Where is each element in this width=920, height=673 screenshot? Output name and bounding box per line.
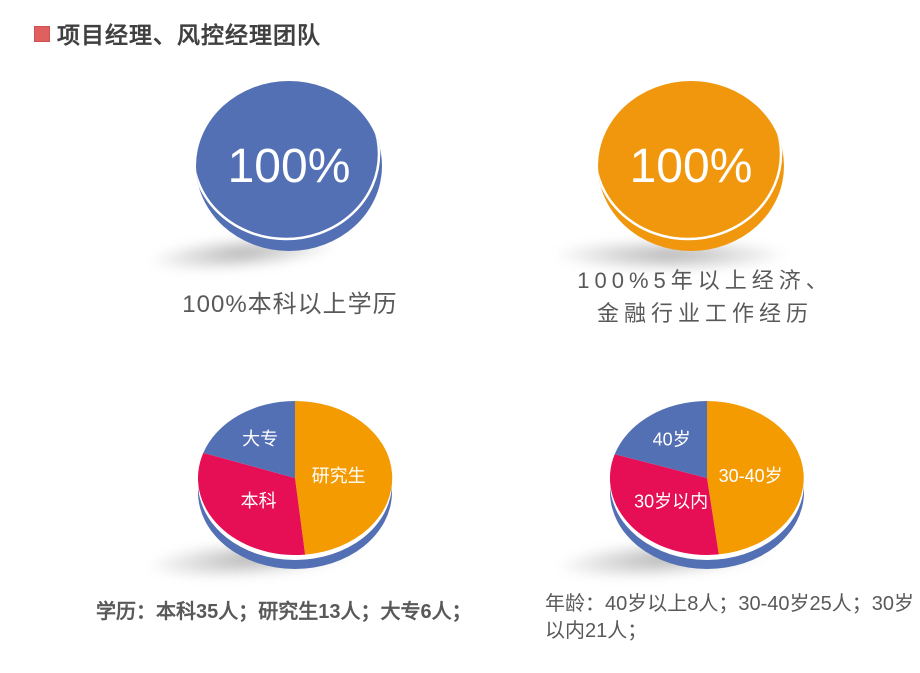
experience-caption-line1: 100%5年以上经济、 — [577, 268, 833, 293]
pie-slice — [707, 401, 804, 555]
education-disk-caption: 100%本科以上学历 — [182, 291, 398, 318]
experience-100-percent-disk: 100% — [598, 81, 784, 251]
education-100-percent-disk: 100% — [196, 81, 382, 251]
pie-slice-label: 40岁 — [653, 429, 691, 449]
age-data-caption: 年龄：40岁以上8人；30-40岁25人；30岁以内21人； — [545, 591, 920, 645]
experience-caption-line2: 金融行业工作经历 — [596, 301, 813, 326]
pie-slice-label: 30-40岁 — [719, 466, 783, 486]
pie-slice-label: 大专 — [242, 429, 278, 449]
pie-slice — [197, 452, 306, 556]
experience-disk-caption: 100%5年以上经济、 金融行业工作经历 — [525, 264, 885, 330]
pie-slice — [609, 454, 719, 555]
pie-slice-label: 研究生 — [312, 466, 366, 486]
disk-value: 100% — [228, 140, 351, 193]
disk-rim-line — [598, 81, 783, 241]
disk-value: 100% — [630, 140, 753, 193]
pie-slice — [203, 401, 295, 478]
age-caption-text: 40岁以上8人；30-40岁25人；30岁以内21人； — [545, 593, 915, 642]
disk-body — [598, 81, 784, 251]
red-square-bullet-icon — [34, 26, 50, 42]
pie-slice-label: 30岁以内 — [634, 492, 708, 512]
education-data-caption: 学历：本科35人；研究生13人；大专6人； — [96, 599, 472, 626]
slide-title-row: 项目经理、风控经理团队 — [34, 16, 321, 50]
age-pie-chart: 30-40岁 30岁以内 40岁 — [609, 401, 804, 569]
age-caption-lead: 年龄： — [545, 593, 605, 615]
pie-slice — [295, 400, 393, 555]
education-caption-lead: 学历： — [96, 601, 156, 623]
pie-slice — [614, 401, 707, 478]
disk-body — [196, 81, 382, 251]
education-caption-text: 本科35人；研究生13人；大专6人； — [156, 601, 472, 623]
slide-title: 项目经理、风控经理团队 — [57, 22, 321, 48]
pie-slice-label: 本科 — [241, 491, 277, 511]
disk-rim-line — [196, 81, 381, 241]
